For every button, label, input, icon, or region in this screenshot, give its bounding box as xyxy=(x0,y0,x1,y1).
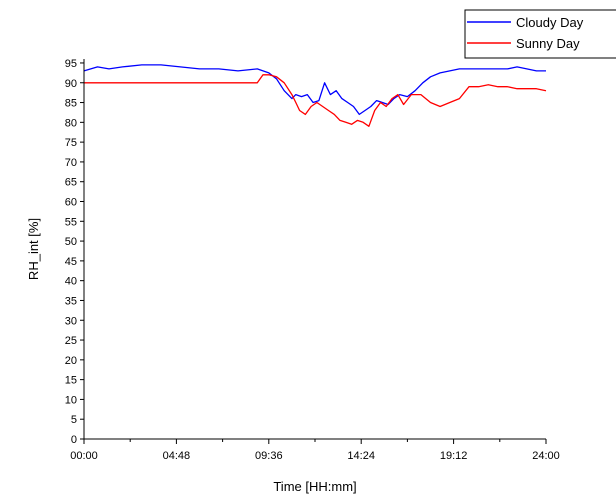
y-tick-label: 90 xyxy=(65,78,77,90)
x-axis-title: Time [HH:mm] xyxy=(273,479,356,494)
legend-box xyxy=(464,9,616,59)
x-tick-label: 00:00 xyxy=(70,450,98,462)
series-line-cloudy-day xyxy=(83,64,546,116)
y-ticks: 0 5 10 15 20 25 30 35 40 45 50 55 60 65 70 75 80 85 90 95 xyxy=(65,58,84,446)
y-tick-label: 70 xyxy=(65,157,77,169)
x-tick-label: 19:12 xyxy=(440,450,468,462)
x-tick-label: 09:36 xyxy=(255,450,283,462)
x-ticks: 00:00 04:48 09:36 14:24 19:12 24:00 xyxy=(70,439,560,462)
y-tick-label: 0 xyxy=(71,434,77,446)
y-tick-label: 40 xyxy=(65,276,77,288)
y-axis-title: RH_int [%] xyxy=(26,218,41,280)
legend-label-cloudy-day: Cloudy Day xyxy=(516,15,584,30)
y-tick-label: 10 xyxy=(65,394,77,406)
series-lines xyxy=(83,64,547,127)
y-tick-label: 20 xyxy=(65,355,77,367)
y-tick-label: 65 xyxy=(65,177,77,189)
y-tick-label: 75 xyxy=(65,137,77,149)
legend-label-sunny-day: Sunny Day xyxy=(516,36,580,51)
y-tick-label: 55 xyxy=(65,216,77,228)
y-tick-label: 25 xyxy=(65,335,77,347)
y-tick-label: 15 xyxy=(65,375,77,387)
y-tick-label: 30 xyxy=(65,315,77,327)
legend: Cloudy Day Sunny Day xyxy=(464,9,616,59)
y-tick-label: 50 xyxy=(65,236,77,248)
series-line-sunny-day xyxy=(84,74,547,127)
y-tick-label: 60 xyxy=(65,197,77,209)
y-tick-label: 35 xyxy=(65,295,77,307)
y-tick-label: 80 xyxy=(65,117,77,129)
x-tick-label: 14:24 xyxy=(347,450,375,462)
y-tick-label: 5 xyxy=(71,414,77,426)
y-tick-label: 95 xyxy=(65,58,77,70)
y-tick-label: 85 xyxy=(65,98,77,110)
x-tick-label: 04:48 xyxy=(163,450,191,462)
axes: 00:00 04:48 09:36 14:24 19:12 24:00 0 5 10 15 20 2… xyxy=(65,58,560,462)
y-tick-label: 45 xyxy=(65,256,77,268)
x-tick-label: 24:00 xyxy=(532,450,560,462)
